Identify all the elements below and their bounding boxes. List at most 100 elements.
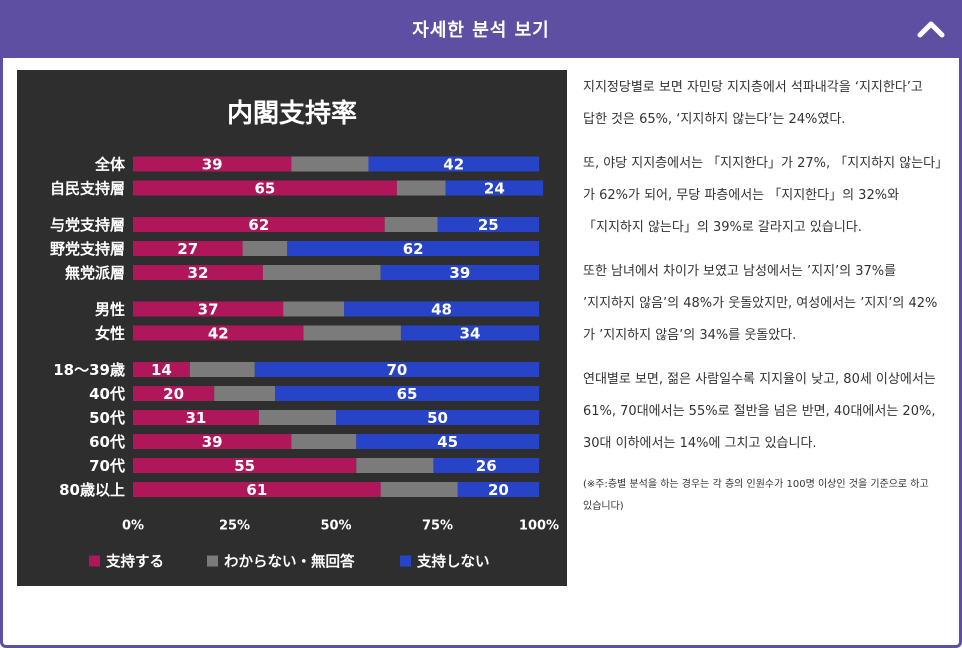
bar-segment <box>242 241 288 256</box>
bar-segment <box>400 325 539 341</box>
bar-segment <box>133 241 243 256</box>
data-label: 14 <box>151 361 172 379</box>
bar-segment <box>133 482 381 497</box>
bar-segment <box>133 217 385 232</box>
bar-segment <box>283 301 345 317</box>
legend-label: 支持しない <box>417 553 490 571</box>
data-label: 32 <box>188 264 209 282</box>
bar-segment <box>344 301 539 317</box>
x-tick-label: 100% <box>519 519 559 534</box>
data-label: 50 <box>427 409 448 427</box>
legend-label: 支持する <box>106 553 164 571</box>
panel-header[interactable]: 자세한 분석 보기 <box>0 0 962 58</box>
data-label: 31 <box>185 409 206 427</box>
bar-segment <box>133 362 190 377</box>
analysis-text: 지지정당별로 보면 자민당 지지층에서 석파내각을 ‘지지한다’고 답한 것은 … <box>583 72 945 530</box>
x-tick-label: 75% <box>422 519 453 534</box>
x-tick-label: 50% <box>320 519 351 534</box>
category-label: 60代 <box>89 433 125 451</box>
bar-segment <box>336 410 539 425</box>
legend-swatch <box>89 555 100 567</box>
bar-segment <box>275 386 539 401</box>
category-label: 50代 <box>89 409 125 427</box>
chevron-up-icon[interactable] <box>916 17 946 41</box>
bar-segment <box>258 410 336 425</box>
bar-segment <box>433 458 539 473</box>
bar-segment <box>384 217 438 232</box>
data-label: 24 <box>484 180 505 198</box>
data-label: 34 <box>460 325 481 343</box>
bar-segment <box>133 301 284 317</box>
data-label: 70 <box>386 361 407 379</box>
data-label: 25 <box>478 216 499 234</box>
bar-segment <box>133 410 259 425</box>
category-label: 男性 <box>95 301 125 319</box>
data-label: 20 <box>488 481 509 499</box>
category-label: 18〜39歳 <box>53 361 125 379</box>
bar-segment <box>133 434 292 449</box>
bar-segment <box>214 386 276 401</box>
bar-segment <box>291 434 357 449</box>
bar-segment <box>291 156 369 172</box>
category-label: 自民支持層 <box>50 180 125 198</box>
chart-title: 内閣支持率 <box>227 98 357 129</box>
analysis-paragraph: 또, 야당 지지층에서는 「지지한다」가 27%, 「지지하지 않는다」가 62… <box>583 156 942 235</box>
data-label: 45 <box>437 433 458 451</box>
bar-segment <box>133 386 215 401</box>
bar-segment <box>133 325 304 341</box>
legend-label: わからない・無回答 <box>224 553 355 571</box>
x-tick-label: 0% <box>122 519 144 534</box>
bar-segment <box>133 458 357 473</box>
data-label: 62 <box>403 240 424 258</box>
data-label: 39 <box>449 264 470 282</box>
bar-segment <box>303 325 401 341</box>
category-label: 与党支持層 <box>50 216 125 234</box>
category-label: 全体 <box>94 156 126 174</box>
bar-segment <box>380 265 539 280</box>
data-label: 27 <box>177 240 198 258</box>
bar-segment <box>445 180 544 196</box>
panel-title: 자세한 분석 보기 <box>412 20 550 41</box>
data-label: 65 <box>255 180 276 198</box>
category-label: 野党支持層 <box>50 240 125 258</box>
data-label: 42 <box>443 156 464 174</box>
legend-swatch <box>400 555 411 567</box>
data-label: 55 <box>234 457 255 475</box>
data-label: 26 <box>476 457 497 475</box>
bar-segment <box>457 482 539 497</box>
analysis-paragraph: 또한 남녀에서 차이가 보였고 남성에서는 ’지지’의 37%를 ’지지하지 않… <box>583 264 938 343</box>
bar-segment <box>287 241 539 256</box>
data-label: 39 <box>202 156 223 174</box>
analysis-paragraph: 연대별로 보면, 젊은 사람일수록 지지율이 낮고, 80세 이상에서는 61%… <box>583 372 936 451</box>
data-label: 42 <box>208 325 229 343</box>
bar-segment <box>254 362 540 377</box>
bar-segment <box>262 265 381 280</box>
bar-segment <box>437 217 539 232</box>
bar-segment <box>356 458 434 473</box>
data-label: 20 <box>163 385 184 403</box>
legend-swatch <box>207 555 218 567</box>
bar-segment <box>189 362 255 377</box>
bar-segment <box>356 434 539 449</box>
bar-segment <box>380 482 458 497</box>
data-label: 37 <box>198 301 219 319</box>
category-label: 女性 <box>95 325 125 343</box>
x-tick-label: 25% <box>219 519 250 534</box>
analysis-paragraph: 지지정당별로 보면 자민당 지지층에서 석파내각을 ‘지지한다’고 답한 것은 … <box>583 80 923 127</box>
chart-container: 内閣支持率全体 39 42 自民支持層 65 24 与党支持層 62 25 野党支持層 27 62 無党… <box>17 70 567 586</box>
analysis-note: (※주:층별 분석을 하는 경우는 각 층의 인원수가 100명 이상인 것을 … <box>583 479 929 512</box>
bar-segment <box>133 265 263 280</box>
bar-segment <box>368 156 539 172</box>
category-label: 無党派層 <box>65 264 125 282</box>
data-label: 65 <box>397 385 418 403</box>
data-label: 61 <box>246 481 267 499</box>
data-label: 48 <box>431 301 452 319</box>
category-label: 40代 <box>89 385 125 403</box>
data-label: 39 <box>202 433 223 451</box>
category-label: 70代 <box>89 457 125 475</box>
data-label: 62 <box>248 216 269 234</box>
bar-segment <box>133 156 292 172</box>
category-label: 80歳以上 <box>59 481 125 499</box>
bar-segment <box>133 180 397 196</box>
